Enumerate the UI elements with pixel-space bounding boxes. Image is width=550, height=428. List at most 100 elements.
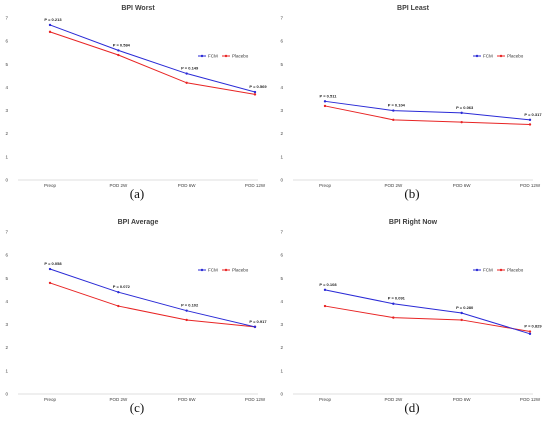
legend-label: FCM	[208, 54, 218, 59]
data-point-placebo	[323, 304, 327, 308]
series-line-fcm	[324, 289, 531, 335]
data-point-fcm	[323, 100, 327, 103]
series-line-fcm	[49, 268, 256, 328]
y-tick-label: 5	[280, 276, 283, 281]
data-point-placebo	[528, 123, 532, 126]
series-line-placebo	[324, 105, 531, 125]
legend-swatch-marker	[499, 268, 503, 272]
legend-label: FCM	[208, 268, 218, 273]
p-value-label: P = 0.280	[456, 305, 474, 310]
chart-svg: BPI Average 0 1 2 3 4 5 6 7 Preop POD 2W POD 6W POD …	[5, 219, 267, 402]
p-value-label: P = 0.317	[524, 112, 542, 117]
p-value-label: P = 0.149	[181, 66, 199, 71]
x-tick-label: POD 2W	[109, 397, 128, 402]
data-point-fcm	[253, 90, 257, 94]
y-tick-label: 5	[5, 276, 8, 281]
y-tick-label: 6	[5, 253, 8, 258]
chart-panel-2: BPI Average 0 1 2 3 4 5 6 7 Preop POD 2W POD 6W POD …	[0, 214, 275, 428]
y-tick-label: 6	[280, 39, 283, 44]
legend-label: Placebo	[507, 268, 524, 273]
legend-swatch-marker	[499, 54, 503, 58]
p-value-label: P = 0.108	[319, 282, 337, 287]
data-point-placebo	[323, 104, 327, 108]
chart-title: BPI Average	[118, 219, 159, 226]
p-value-label: P = 0.072	[113, 284, 131, 289]
p-value-label: P = 0.511	[320, 93, 338, 98]
y-tick-label: 3	[5, 322, 8, 327]
legend-label: Placebo	[232, 54, 249, 59]
chart-panel-1: BPI Least 0 1 2 3 4 5 6 7 Preop POD 2W POD 6W POD 12…	[275, 0, 550, 214]
series-line-placebo	[324, 305, 531, 333]
y-tick-label: 2	[5, 345, 8, 350]
x-tick-label: Preop	[44, 397, 57, 402]
p-value-label: P = 0.104	[388, 103, 406, 108]
figure-caption: (a)	[129, 186, 145, 201]
y-tick-label: 4	[280, 85, 283, 90]
data-point-fcm	[185, 309, 188, 312]
p-value-label: P = 0.569	[249, 84, 267, 89]
y-tick-label: 3	[280, 108, 283, 113]
data-point-fcm	[48, 23, 52, 27]
chart-title: BPI Right Now	[389, 219, 438, 226]
x-tick-label: POD 2W	[384, 397, 403, 402]
data-point-fcm	[117, 49, 120, 52]
y-tick-label: 0	[280, 392, 283, 397]
y-tick-label: 5	[280, 62, 283, 67]
legend-swatch-marker	[475, 54, 479, 58]
data-point-placebo	[253, 93, 257, 96]
y-tick-label: 5	[5, 62, 8, 67]
series-line-fcm	[324, 100, 531, 121]
data-point-fcm	[185, 72, 188, 75]
data-point-placebo	[117, 53, 120, 57]
y-tick-label: 1	[280, 154, 283, 159]
x-tick-label: POD 6W	[178, 183, 197, 188]
legend-swatch-marker	[475, 268, 479, 272]
legend-swatch-marker	[200, 268, 204, 272]
series-line-fcm	[49, 24, 256, 93]
legend-swatch-marker	[224, 54, 228, 58]
figure-caption: (d)	[404, 400, 420, 415]
legend-swatch-marker	[200, 54, 204, 58]
data-point-placebo	[48, 281, 52, 285]
chart-title: BPI Least	[397, 5, 430, 12]
chart-svg: BPI Least 0 1 2 3 4 5 6 7 Preop POD 2W POD 6W POD 12…	[280, 5, 542, 188]
x-tick-label: Preop	[319, 397, 332, 402]
legend-swatch-marker	[224, 268, 228, 272]
y-tick-label: 3	[5, 108, 8, 113]
data-point-placebo	[392, 118, 395, 122]
y-tick-label: 1	[280, 368, 283, 373]
data-point-fcm	[392, 302, 395, 305]
figure-caption: (c)	[129, 400, 145, 415]
y-tick-label: 2	[280, 345, 283, 350]
data-point-fcm	[117, 290, 120, 294]
data-point-placebo	[528, 330, 532, 333]
x-tick-label: Preop	[44, 183, 57, 188]
legend-label: FCM	[483, 268, 493, 273]
data-point-placebo	[185, 318, 188, 322]
data-point-fcm	[460, 111, 463, 115]
data-point-fcm	[392, 109, 395, 112]
y-tick-label: 1	[5, 154, 8, 159]
chart-panel-0: BPI Worst 0 1 2 3 4 5 6 7 Preop POD 2W POD 6W POD 12…	[0, 0, 275, 214]
data-point-fcm	[528, 332, 532, 336]
data-point-fcm	[253, 325, 257, 329]
p-value-label: P = 0.058	[44, 261, 62, 266]
y-tick-label: 3	[280, 322, 283, 327]
y-tick-label: 7	[5, 16, 8, 21]
p-value-label: P = 0.829	[524, 324, 542, 329]
y-tick-label: 2	[5, 131, 8, 136]
y-tick-label: 7	[280, 16, 283, 21]
series-line-placebo	[49, 282, 256, 328]
p-value-label: P = 0.091	[388, 296, 406, 301]
legend-label: Placebo	[232, 268, 249, 273]
data-point-placebo	[185, 81, 188, 85]
y-tick-label: 0	[5, 392, 8, 397]
chart-title: BPI Worst	[121, 5, 155, 12]
x-tick-label: POD 12W	[245, 397, 266, 402]
p-value-label: P = 0.213	[44, 17, 62, 22]
data-point-fcm	[460, 311, 463, 315]
x-tick-label: POD 6W	[453, 397, 472, 402]
y-tick-label: 7	[5, 230, 8, 235]
data-point-fcm	[528, 118, 532, 122]
y-tick-label: 1	[5, 368, 8, 373]
